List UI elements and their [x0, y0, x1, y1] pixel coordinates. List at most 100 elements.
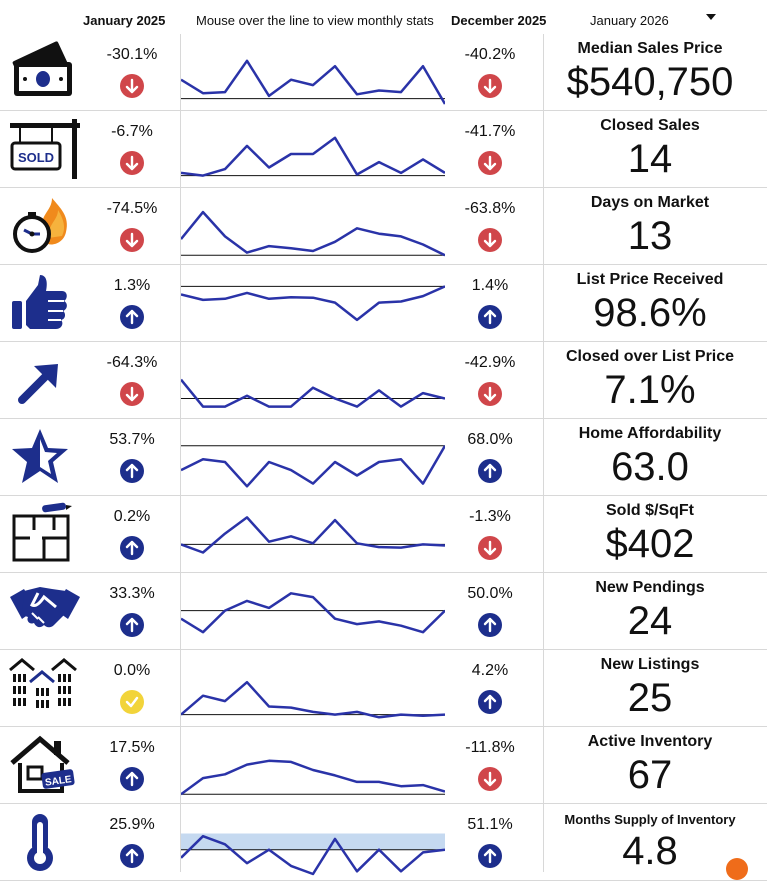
divider	[0, 264, 767, 265]
arrow-down-icon	[478, 151, 502, 175]
sparkline-chart[interactable]	[181, 804, 445, 881]
stat-block: Sold $/SqFt $402	[545, 496, 755, 564]
sparkline-chart[interactable]	[181, 419, 445, 496]
yoy-change: 0.2%	[113, 508, 151, 525]
mom-change: -1.3%	[469, 508, 511, 525]
metric-row: -64.3% -42.9% Closed over List Price 7.1%	[0, 342, 767, 419]
sparkline-chart[interactable]	[181, 496, 445, 573]
svg-text:SOLD: SOLD	[18, 150, 54, 165]
arrow-down-icon	[120, 74, 144, 98]
stat-block: New Pendings 24	[545, 573, 755, 641]
thermometer-icon	[8, 810, 84, 876]
metric-label: Months Supply of Inventory	[564, 812, 736, 827]
divider	[0, 110, 767, 111]
arrow-up-icon	[120, 767, 144, 791]
arrow-down-icon	[478, 228, 502, 252]
sparkline	[181, 516, 445, 554]
divider	[0, 495, 767, 496]
arrow-up-icon	[478, 690, 502, 714]
sparkline-chart[interactable]	[181, 650, 445, 727]
header-bar: January 2025 Mouse over the line to view…	[0, 0, 767, 34]
metric-row: SALE 17.5% -11.8% Active Inventory 67	[0, 727, 767, 804]
sparkline-chart[interactable]	[181, 265, 445, 342]
metric-value: $402	[605, 522, 695, 566]
metric-row: 0.2% -1.3% Sold $/SqFt $402	[0, 496, 767, 573]
metric-label: Sold $/SqFt	[606, 502, 694, 519]
metric-label: New Pendings	[595, 579, 705, 596]
thumbs-up-icon	[8, 271, 84, 337]
arrow-down-icon	[120, 228, 144, 252]
divider	[0, 418, 767, 419]
metric-row: 33.3% 50.0% New Pendings 24	[0, 573, 767, 650]
month-select[interactable]: January 2026	[590, 13, 669, 28]
mom-change: -42.9%	[464, 354, 516, 371]
sparkline-chart[interactable]	[181, 188, 445, 265]
stat-block: Median Sales Price $540,750	[545, 34, 755, 102]
document-icon[interactable]	[726, 858, 748, 880]
divider	[0, 726, 767, 727]
sparkline	[181, 680, 445, 719]
stat-block: List Price Received 98.6%	[545, 265, 755, 333]
arrow-up-icon	[478, 613, 502, 637]
sparkline	[181, 378, 445, 408]
metric-value: 14	[627, 137, 673, 181]
stopwatch-fire-icon	[8, 194, 84, 260]
mom-change: 68.0%	[467, 431, 513, 448]
metric-label: Closed Sales	[600, 117, 700, 134]
divider	[0, 341, 767, 342]
yoy-change: 0.0%	[113, 662, 151, 679]
sparkline	[181, 445, 445, 488]
metric-row: 1.3% 1.4% List Price Received 98.6%	[0, 265, 767, 342]
sparkline-chart[interactable]	[181, 342, 445, 419]
arrow-down-icon	[478, 382, 502, 406]
metric-row: 25.9% 51.1% Months Supply of Inventory 4.8	[0, 804, 767, 881]
arrow-up-icon	[120, 536, 144, 560]
metric-label: Days on Market	[590, 194, 710, 211]
metric-value: 7.1%	[604, 368, 696, 412]
start-month-label: January 2025	[83, 13, 166, 28]
metric-row: -30.1% -40.2% Median Sales Price $540,750	[0, 34, 767, 111]
yoy-change: -6.7%	[111, 123, 153, 140]
mom-change: 1.4%	[471, 277, 509, 294]
yoy-change: 1.3%	[113, 277, 151, 294]
stat-block: New Listings 25	[545, 650, 755, 718]
metric-value: 25	[627, 676, 673, 720]
sparkline-chart[interactable]	[181, 573, 445, 650]
chevron-down-icon[interactable]	[706, 14, 716, 20]
mom-change: -41.7%	[464, 123, 516, 140]
sparkline	[181, 285, 445, 322]
yoy-change: -64.3%	[106, 354, 158, 371]
stat-block: Closed Sales 14	[545, 111, 755, 179]
sparkline-chart[interactable]	[181, 34, 445, 111]
stat-block: Days on Market 13	[545, 188, 755, 256]
yoy-change: 53.7%	[109, 431, 155, 448]
sparkline-chart[interactable]	[181, 727, 445, 804]
metric-label: Closed over List Price	[565, 348, 735, 365]
yoy-change: -30.1%	[106, 46, 158, 63]
metric-row: SOLD -6.7% -41.7% Closed Sales 14	[0, 111, 767, 188]
sold-sign-icon: SOLD	[8, 117, 84, 183]
metric-row: -74.5% -63.8% Days on Market 13	[0, 188, 767, 265]
arrow-down-icon	[120, 382, 144, 406]
mom-change: -11.8%	[465, 739, 515, 756]
divider	[0, 187, 767, 188]
stat-block: Months Supply of Inventory 4.8	[545, 804, 755, 871]
metric-value: 4.8	[622, 829, 678, 873]
arrow-up-icon	[120, 305, 144, 329]
arrow-up-icon	[120, 613, 144, 637]
stat-block: Active Inventory 67	[545, 727, 755, 795]
arrow-up-icon	[478, 305, 502, 329]
metric-value: 67	[627, 753, 673, 797]
arrow-up-icon	[120, 459, 144, 483]
svg-text:SALE: SALE	[44, 774, 72, 789]
mom-change: 51.1%	[467, 816, 513, 833]
arrow-down-icon	[478, 767, 502, 791]
metric-label: List Price Received	[576, 271, 724, 288]
sparkline-chart[interactable]	[181, 111, 445, 188]
metric-value: 24	[627, 599, 673, 643]
mom-change: -40.2%	[464, 46, 516, 63]
instruction-text: Mouse over the line to view monthly stat…	[196, 13, 434, 28]
sparkline	[181, 592, 445, 634]
sparkline	[181, 210, 445, 257]
arrow-down-icon	[478, 74, 502, 98]
